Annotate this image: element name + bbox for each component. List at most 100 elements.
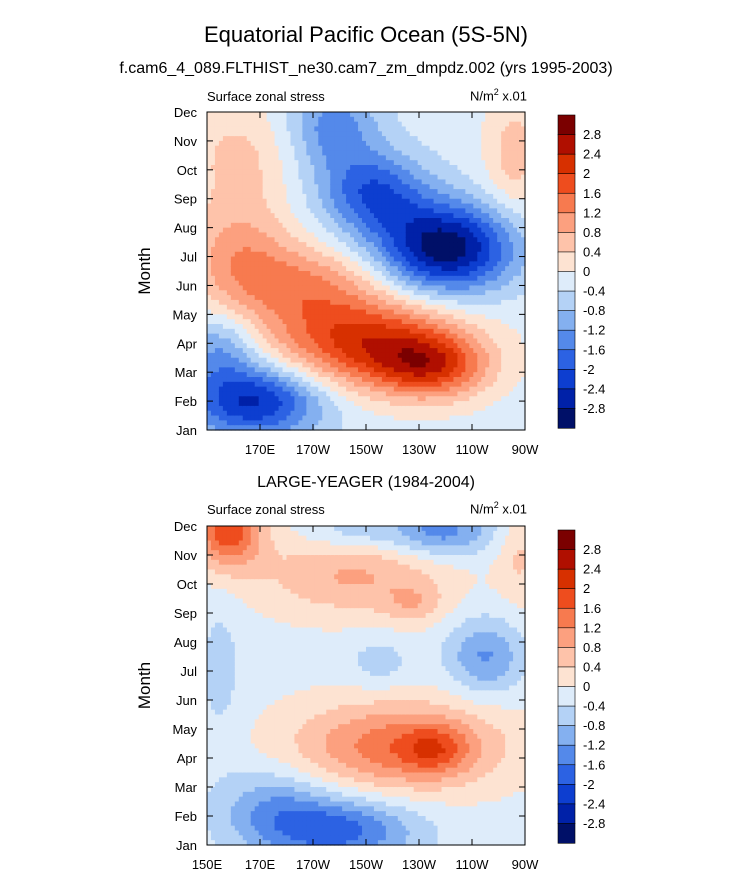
heatmap-cell [441,372,447,378]
heatmap-cell [302,179,307,185]
heatmap-cell [346,261,351,267]
heatmap-cell [354,333,359,340]
heatmap-cell [278,324,284,330]
heatmap-cell [425,367,431,373]
heatmap-cell [302,352,307,359]
heatmap-cell [425,372,431,378]
heatmap-cell [441,208,447,214]
heatmap-cell [218,362,224,368]
heatmap-cell [497,193,502,200]
heatmap-cell [310,160,315,166]
heatmap-cell [310,261,315,267]
heatmap-cell [342,362,347,368]
heatmap-cell [234,401,240,407]
heatmap-cell [254,126,260,132]
heatmap-cell [421,203,427,209]
heatmap-cell [326,290,331,296]
heatmap-cell [350,401,355,407]
heatmap-cell [254,165,260,171]
heatmap-cell [369,304,375,311]
heatmap-cell [218,208,224,214]
heatmap-cell [505,203,510,209]
heatmap-cell [354,203,359,209]
heatmap-cell [207,237,212,243]
heatmap-cell [214,401,220,407]
heatmap-cell [393,285,399,291]
heatmap-cell [246,227,252,234]
heatmap-cell [222,237,228,243]
heatmap-cell [469,169,474,176]
heatmap-cell [377,174,383,181]
heatmap-cell [441,362,447,368]
heatmap-cell [298,145,304,152]
heatmap-cell [322,116,327,123]
heatmap-cell [298,150,304,156]
heatmap-cell [250,367,256,373]
heatmap-cell [358,179,363,185]
heatmap-cell [465,396,470,402]
heatmap-cell [441,328,447,335]
heatmap-cell [441,420,447,426]
heatmap-cell [262,314,268,320]
heatmap-cell [218,410,224,417]
heatmap-cell [433,299,439,306]
heatmap-cell [437,179,443,185]
heatmap-cell [401,405,407,412]
heatmap-cell [389,328,395,335]
heatmap-cell [270,271,276,277]
heatmap-cell [314,299,319,306]
heatmap-cell [389,391,395,397]
heatmap-cell [465,208,470,214]
heatmap-cell [465,410,470,417]
heatmap-cell [207,121,212,128]
heatmap-cell [222,218,228,224]
heatmap-cell [453,237,459,243]
heatmap-cell [369,145,375,152]
heatmap-cell [334,295,339,301]
heatmap-cell [290,348,296,354]
heatmap-cell [405,357,411,364]
heatmap-cell [350,251,355,258]
heatmap-cell [207,352,212,359]
heatmap-cell [429,266,435,272]
heatmap-cell [433,155,439,161]
heatmap-cell [469,232,474,238]
heatmap-cell [449,415,455,421]
heatmap-cell [497,396,502,402]
heatmap-cell [254,343,260,349]
heatmap-cell [413,174,419,181]
heatmap-cell [449,324,455,330]
heatmap-cell [437,160,443,166]
heatmap-cell [393,314,399,320]
heatmap-cell [350,314,355,320]
heatmap-cell [465,328,470,335]
heatmap-cell [429,189,435,195]
heatmap-cell [318,266,323,272]
heatmap-cell [381,136,387,142]
heatmap-cell [322,126,327,132]
heatmap-cell [449,314,455,320]
heatmap-cell [342,391,347,397]
heatmap-cell [274,295,280,301]
heatmap-cell [218,213,224,219]
heatmap-cell [457,372,463,378]
heatmap-cell [425,348,431,354]
heatmap-cell [425,420,431,426]
heatmap-cell [330,251,335,258]
heatmap-cell [425,415,431,421]
heatmap-cell [501,328,506,335]
heatmap-cell [334,280,339,287]
heatmap-cell [469,165,474,171]
heatmap-cell [310,271,315,277]
heatmap-cell [314,218,319,224]
heatmap-cell [218,112,224,118]
heatmap-cell [481,131,486,137]
heatmap-cell [207,324,212,330]
heatmap-cell [373,198,379,205]
heatmap-cell [493,232,498,238]
heatmap-cell [210,309,216,315]
heatmap-cell [429,242,435,248]
heatmap-cell [306,121,311,128]
heatmap-cell [246,232,252,238]
heatmap-cell [254,367,260,373]
